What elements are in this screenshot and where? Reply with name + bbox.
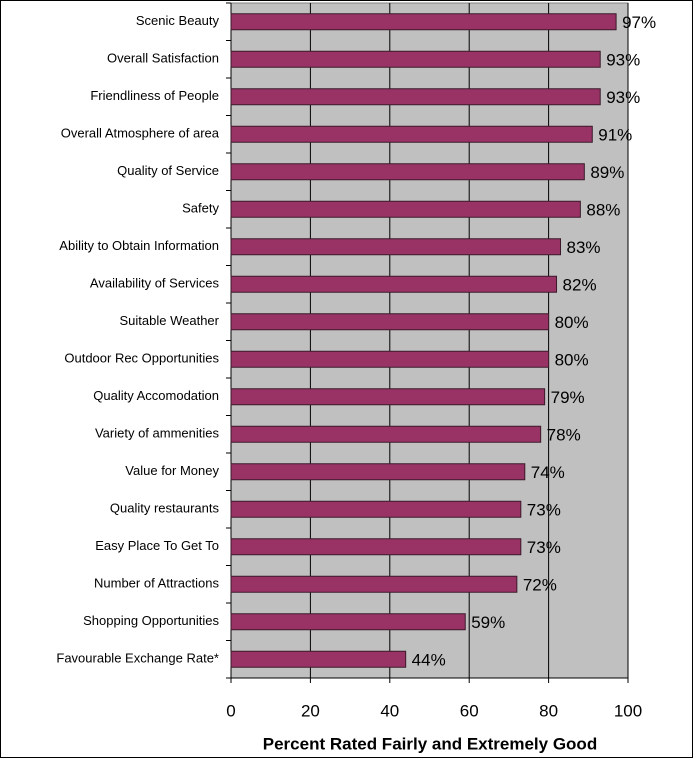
y-tick-label: Outdoor Rec Opportunities <box>64 351 219 366</box>
value-label: 97% <box>622 13 656 32</box>
x-tick-label: 20 <box>301 701 320 720</box>
value-label: 83% <box>567 238 601 257</box>
value-label: 82% <box>563 276 597 295</box>
y-tick-label: Quality restaurants <box>110 501 220 516</box>
value-label: 78% <box>547 426 581 445</box>
bar <box>230 350 550 368</box>
value-label: 91% <box>598 126 632 145</box>
bar <box>230 125 593 143</box>
y-tick-label: Quality of Service <box>117 163 219 178</box>
value-label: 80% <box>555 313 589 332</box>
y-tick-label: Easy Place To Get To <box>95 538 219 553</box>
bar <box>230 500 522 518</box>
value-label: 88% <box>586 201 620 220</box>
value-label: 44% <box>412 651 446 670</box>
x-tick-label: 100 <box>614 701 642 720</box>
y-tick-label: Quality Accomodation <box>93 388 219 403</box>
y-tick-label: Favourable Exchange Rate* <box>56 651 219 666</box>
bar <box>230 425 542 443</box>
x-tick-label: 80 <box>539 701 558 720</box>
value-label: 93% <box>606 51 640 70</box>
value-label: 79% <box>551 388 585 407</box>
value-label: 72% <box>523 576 557 595</box>
y-tick-label: Overall Atmosphere of area <box>61 126 220 141</box>
y-tick-label: Variety of ammenities <box>95 426 220 441</box>
y-tick-label: Suitable Weather <box>120 313 220 328</box>
bar <box>230 575 518 593</box>
bar <box>230 538 522 556</box>
bar <box>230 613 466 631</box>
bar <box>230 313 550 331</box>
bar <box>230 238 562 256</box>
y-tick-label: Overall Satisfaction <box>107 51 219 66</box>
value-label: 74% <box>531 463 565 482</box>
x-tick-label: 0 <box>226 701 235 720</box>
y-tick-label: Ability to Obtain Information <box>59 238 219 253</box>
bar <box>230 388 546 406</box>
y-tick-label: Number of Attractions <box>94 576 219 591</box>
bar <box>230 650 407 668</box>
plot-area <box>230 2 629 679</box>
y-tick-label: Safety <box>182 201 219 216</box>
y-tick-label: Shopping Opportunities <box>83 613 219 628</box>
value-label: 73% <box>527 538 561 557</box>
bar <box>230 88 601 106</box>
bar <box>230 275 558 293</box>
x-axis-title: Percent Rated Fairly and Extremely Good <box>263 734 597 753</box>
bar <box>230 163 585 181</box>
x-tick-label: 60 <box>460 701 479 720</box>
x-tick-label: 40 <box>380 701 399 720</box>
y-tick-label: Scenic Beauty <box>136 13 220 28</box>
value-label: 93% <box>606 88 640 107</box>
y-tick-label: Friendliness of People <box>90 88 219 103</box>
value-label: 73% <box>527 501 561 520</box>
bar <box>230 463 526 481</box>
value-label: 59% <box>471 613 505 632</box>
y-tick-label: Availability of Services <box>90 276 220 291</box>
bar <box>230 13 617 31</box>
value-label: 80% <box>555 351 589 370</box>
bar <box>230 200 581 218</box>
value-label: 89% <box>590 163 624 182</box>
bar <box>230 50 601 68</box>
y-tick-label: Value for Money <box>125 463 219 478</box>
